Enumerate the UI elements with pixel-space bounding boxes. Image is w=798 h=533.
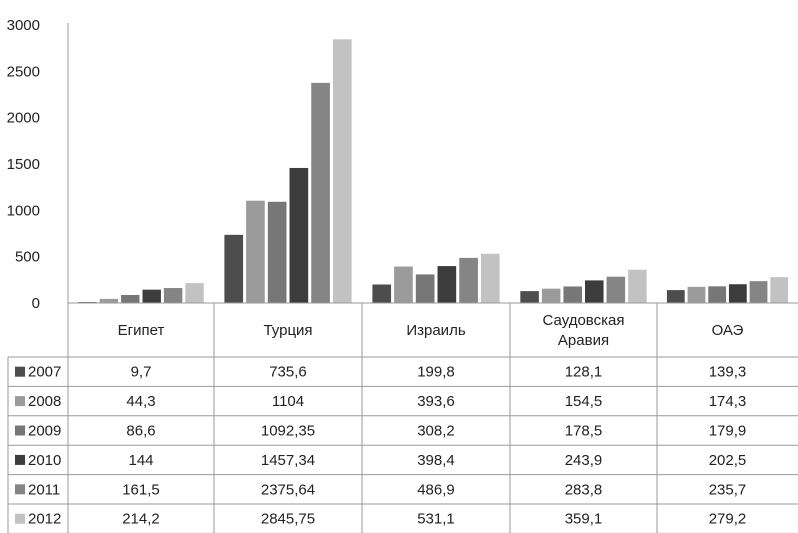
bar: [415, 274, 435, 303]
bar: [728, 284, 747, 303]
bars-layer: [78, 39, 789, 303]
data-table-cell: 44,3: [126, 393, 155, 410]
bar: [541, 288, 561, 303]
bar: [372, 284, 392, 303]
legend-key: [15, 425, 25, 436]
data-table-cell: 2845,75: [261, 511, 315, 528]
category-label: Израиль: [406, 322, 465, 339]
data-table-cell: 1457,34: [261, 452, 315, 469]
data-table-cell: 359,1: [565, 511, 603, 528]
data-table-cell: 214,2: [122, 511, 160, 528]
data-table-cell: 2375,64: [261, 481, 315, 498]
legend-series-name: 2009: [28, 423, 61, 440]
bar: [585, 280, 604, 303]
bar: [332, 39, 352, 303]
data-table-cell: 174,3: [709, 393, 747, 410]
legend-key: [15, 396, 25, 407]
data-table-cell: 199,8: [417, 364, 455, 381]
data-table-cell: 531,1: [417, 511, 455, 528]
bar: [749, 281, 768, 303]
data-table-cell: 393,6: [417, 393, 455, 410]
data-table-cell: 486,9: [417, 481, 455, 498]
legend-key: [15, 366, 25, 377]
bar: [394, 266, 413, 303]
legend-key: [15, 454, 25, 465]
bar: [185, 283, 204, 303]
legend-series-name: 2007: [28, 364, 61, 381]
category-label: Аравия: [558, 332, 609, 349]
bar: [437, 266, 457, 303]
data-table-cell: 86,6: [126, 423, 155, 440]
data-table-cell: 308,2: [417, 423, 455, 440]
legend-series-name: 2008: [28, 393, 61, 410]
y-tick-label: 1000: [7, 202, 40, 219]
y-tick-label: 1500: [7, 156, 40, 173]
bar: [770, 277, 789, 303]
bar: [121, 294, 140, 303]
y-tick-label: 2500: [7, 63, 40, 80]
data-table-cell: 279,2: [709, 511, 747, 528]
data-table-cell: 243,9: [565, 452, 603, 469]
bar: [99, 298, 119, 303]
data-table-cell: 179,9: [709, 423, 747, 440]
bar: [246, 200, 265, 303]
data-table-cell: 1092,35: [261, 423, 315, 440]
y-tick-label: 2000: [7, 110, 40, 127]
data-table-cell: 144: [128, 452, 153, 469]
axis-layer: 0 500 1000 1500 2000 2500 3000: [7, 17, 69, 357]
data-table-cell: 128,1: [565, 364, 603, 381]
y-tick-label: 3000: [7, 17, 40, 34]
category-label: Египет: [118, 322, 165, 339]
y-tick-label: 500: [15, 249, 40, 266]
bar: [459, 257, 478, 303]
bar: [606, 276, 626, 303]
bar: [224, 234, 244, 303]
bar: [687, 286, 706, 303]
bar: [628, 269, 647, 303]
legend-series-name: 2010: [28, 452, 61, 469]
data-table-cell: 235,7: [709, 481, 747, 498]
data-table-cell: 178,5: [565, 423, 603, 440]
data-table-cell: 161,5: [122, 481, 160, 498]
category-label: Турция: [263, 322, 312, 339]
bar: [289, 167, 309, 303]
data-table-cell: 154,5: [565, 393, 603, 410]
category-label: ОАЭ: [712, 322, 744, 339]
legend-key: [15, 513, 25, 524]
bar: [267, 201, 287, 303]
data-table-cell: 202,5: [709, 452, 747, 469]
bar: [311, 82, 330, 303]
bar: [142, 289, 161, 303]
legend-key: [15, 484, 25, 495]
bar: [163, 288, 183, 303]
bar: [708, 286, 727, 303]
data-table-cell: 139,3: [709, 364, 747, 381]
bar: [520, 291, 539, 303]
bar: [666, 290, 685, 303]
category-label: Саудовская: [543, 312, 625, 329]
data-table: Египет Турция Израиль Саудовская Аравия ОАЭ 20…: [7, 302, 798, 533]
legend-series-name: 2011: [28, 481, 60, 498]
data-table-cell: 735,6: [269, 364, 307, 381]
bar: [563, 286, 582, 303]
data-table-cell: 398,4: [417, 452, 455, 469]
data-table-cell: 283,8: [565, 481, 603, 498]
data-table-cell: 9,7: [131, 364, 152, 381]
bar: [480, 253, 500, 303]
legend-series-name: 2012: [28, 511, 61, 528]
y-tick-label: 0: [32, 295, 40, 312]
data-table-cell: 1104: [272, 393, 304, 410]
